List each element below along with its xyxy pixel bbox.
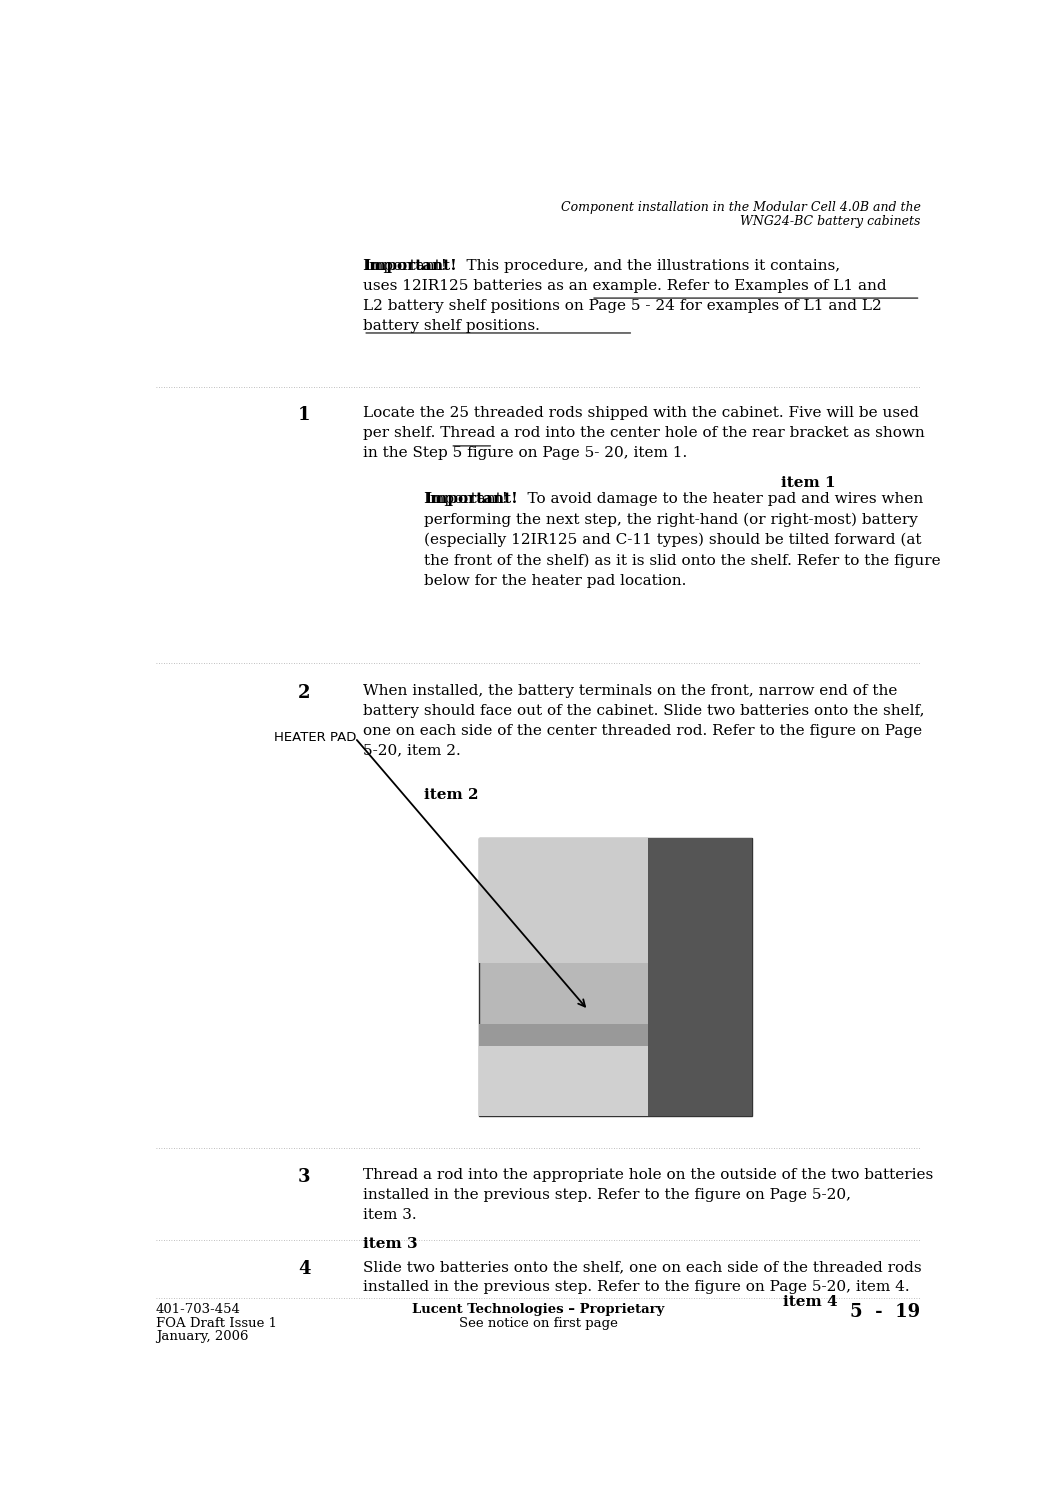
Text: Slide two batteries onto the shelf, one on each side of the threaded rods
instal: Slide two batteries onto the shelf, one … <box>363 1260 922 1294</box>
Text: item 3: item 3 <box>363 1238 418 1251</box>
Text: Important!    To avoid damage to the heater pad and wires when
performing the ne: Important! To avoid damage to the heater… <box>424 492 941 588</box>
Text: Thread a rod into the appropriate hole on the outside of the two batteries
insta: Thread a rod into the appropriate hole o… <box>363 1167 933 1221</box>
Text: Lucent Technologies – Proprietary: Lucent Technologies – Proprietary <box>412 1302 665 1316</box>
FancyBboxPatch shape <box>648 839 752 1116</box>
Text: item 4: item 4 <box>783 1294 838 1310</box>
Text: HEATER PAD: HEATER PAD <box>274 732 356 744</box>
Text: January, 2006: January, 2006 <box>155 1330 248 1344</box>
Text: WNG24-BC battery cabinets: WNG24-BC battery cabinets <box>740 214 921 228</box>
FancyBboxPatch shape <box>479 839 752 963</box>
Text: 3: 3 <box>298 1167 311 1185</box>
Text: See notice on first page: See notice on first page <box>459 1317 617 1329</box>
Text: Important!    This procedure, and the illustrations it contains,
uses 12IR125 ba: Important! This procedure, and the illus… <box>363 258 887 333</box>
FancyBboxPatch shape <box>479 1047 648 1116</box>
Text: 4: 4 <box>298 1260 311 1278</box>
Text: Locate the 25 threaded rods shipped with the cabinet. Five will be used
per shel: Locate the 25 threaded rods shipped with… <box>363 406 925 460</box>
Text: 1: 1 <box>298 406 311 424</box>
Text: FOA Draft Issue 1: FOA Draft Issue 1 <box>155 1317 276 1329</box>
Text: Component installation in the Modular Cell 4.0B and the: Component installation in the Modular Ce… <box>561 201 921 214</box>
FancyBboxPatch shape <box>479 839 752 1116</box>
Text: 401-703-454: 401-703-454 <box>155 1302 240 1316</box>
Text: 5  -  19: 5 - 19 <box>850 1302 921 1320</box>
Text: item 2: item 2 <box>424 789 479 802</box>
Text: When installed, the battery terminals on the front, narrow end of the
battery sh: When installed, the battery terminals on… <box>363 684 925 758</box>
Text: Important!: Important! <box>363 258 457 273</box>
FancyBboxPatch shape <box>479 1024 648 1047</box>
Text: 2: 2 <box>298 684 311 702</box>
Text: Important!: Important! <box>424 492 518 506</box>
Text: item 1: item 1 <box>781 476 836 490</box>
